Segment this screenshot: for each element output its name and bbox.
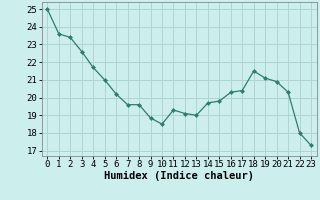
X-axis label: Humidex (Indice chaleur): Humidex (Indice chaleur)	[104, 171, 254, 181]
